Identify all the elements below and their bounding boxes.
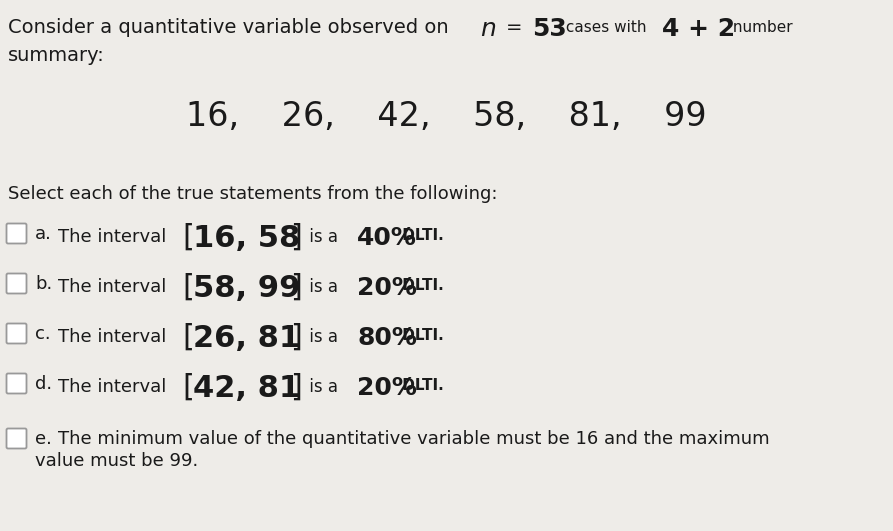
FancyBboxPatch shape (6, 373, 27, 393)
Text: 16, 58: 16, 58 (193, 224, 300, 253)
Text: The interval: The interval (58, 378, 172, 396)
FancyBboxPatch shape (6, 429, 27, 449)
Text: 80%: 80% (357, 326, 417, 350)
Text: $=$: $=$ (496, 18, 528, 37)
Text: is a: is a (305, 378, 344, 396)
Text: DLTI.: DLTI. (396, 378, 444, 393)
Text: 16,    26,    42,    58,    81,    99: 16, 26, 42, 58, 81, 99 (186, 100, 706, 133)
FancyBboxPatch shape (6, 323, 27, 344)
Text: DLTI.: DLTI. (396, 278, 444, 293)
Text: [: [ (182, 323, 194, 352)
Text: ]: ] (290, 223, 302, 252)
Text: 4 + 2: 4 + 2 (662, 17, 735, 41)
Text: 53: 53 (532, 17, 567, 41)
Text: DLTI.: DLTI. (396, 328, 444, 343)
Text: ]: ] (290, 373, 302, 402)
Text: is a: is a (305, 278, 344, 296)
Text: The interval: The interval (58, 228, 172, 246)
Text: 26, 81: 26, 81 (193, 324, 300, 353)
Text: [: [ (182, 223, 194, 252)
Text: 42, 81: 42, 81 (193, 374, 300, 403)
Text: cases with: cases with (561, 20, 651, 35)
FancyBboxPatch shape (6, 224, 27, 244)
Text: Consider a quantitative variable observed on: Consider a quantitative variable observe… (8, 18, 455, 37)
Text: $n$: $n$ (480, 17, 497, 41)
Text: is a: is a (305, 328, 344, 346)
Text: ]: ] (290, 273, 302, 302)
Text: [: [ (182, 273, 194, 302)
Text: is a: is a (305, 228, 344, 246)
Text: number: number (728, 20, 792, 35)
Text: [: [ (182, 373, 194, 402)
Text: value must be 99.: value must be 99. (35, 452, 198, 470)
Text: summary:: summary: (8, 46, 104, 65)
Text: c.: c. (35, 325, 51, 343)
Text: The interval: The interval (58, 328, 172, 346)
Text: d.: d. (35, 375, 52, 393)
Text: DLTI.: DLTI. (396, 228, 444, 243)
Text: b.: b. (35, 275, 53, 293)
Text: 20%: 20% (357, 276, 417, 300)
Text: e.: e. (35, 430, 52, 448)
Text: The interval: The interval (58, 278, 172, 296)
Text: 20%: 20% (357, 376, 417, 400)
FancyBboxPatch shape (6, 273, 27, 294)
Text: 58, 99: 58, 99 (193, 274, 301, 303)
Text: Select each of the true statements from the following:: Select each of the true statements from … (8, 185, 497, 203)
Text: 40%: 40% (357, 226, 417, 250)
Text: ]: ] (290, 323, 302, 352)
Text: The minimum value of the quantitative variable must be 16 and the maximum: The minimum value of the quantitative va… (58, 430, 770, 448)
Text: a.: a. (35, 225, 52, 243)
